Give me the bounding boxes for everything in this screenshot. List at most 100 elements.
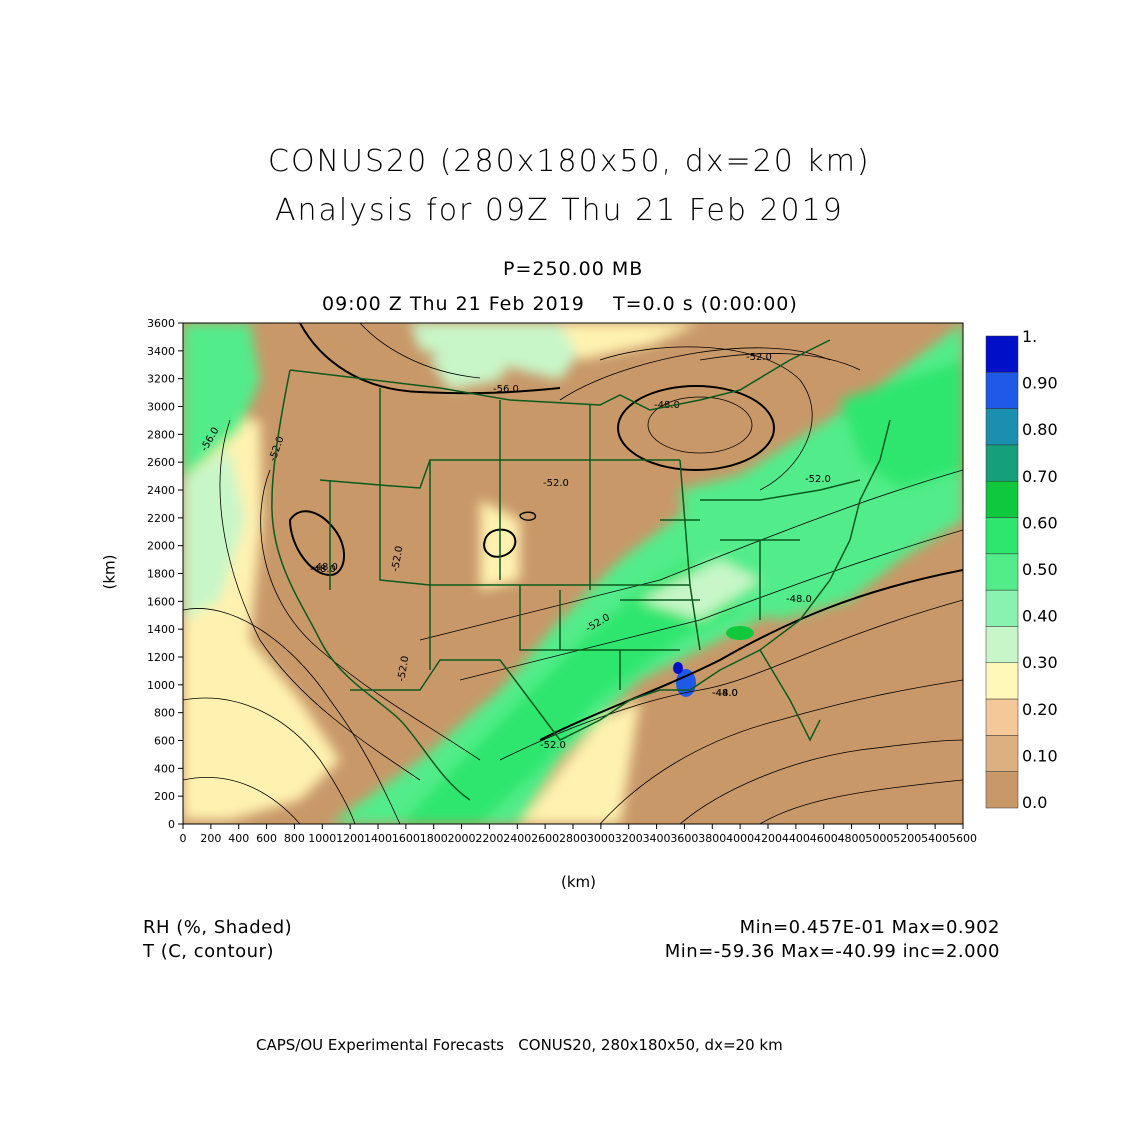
colorbar-label: 0.40 (1022, 607, 1058, 626)
contour-label: -52.0 (805, 474, 831, 485)
colorbar: 1. 0.90 0.80 0.70 0.60 0.50 0.40 0.30 0.20 0.10 0.… (985, 327, 1058, 812)
y-tick-label: 2000 (147, 540, 175, 553)
contour-label: -56.0 (493, 384, 519, 395)
colorbar-swatch (985, 444, 1019, 482)
x-tick-label: 1400 (364, 832, 392, 845)
y-tick-label: 3200 (147, 373, 175, 386)
contour-label: -52.0 (746, 352, 772, 363)
y-tick-label: 3600 (147, 317, 175, 330)
x-tick-label: 2000 (448, 832, 476, 845)
x-tick-label: 1600 (392, 832, 420, 845)
y-tick-label: 2400 (147, 484, 175, 497)
x-tick-label: 400 (228, 832, 249, 845)
x-tick-label: 4600 (810, 832, 838, 845)
x-tick-label: 3600 (670, 832, 698, 845)
rh-field-stats: Min=0.457E-01 Max=0.902 (739, 917, 1000, 938)
x-axis: 0 200 400 600 800 1000 1200 1400 1600 1800 2000 220… (180, 824, 977, 845)
y-axis: 0 200 400 600 800 1000 1200 1400 1600 1800 2000 220… (147, 317, 183, 831)
colorbar-label: 0.20 (1022, 700, 1058, 719)
rh-shading (183, 323, 963, 824)
x-tick-label: 1200 (336, 832, 364, 845)
contour-labels: -56.0 -52.0 -48.0 -52.0 -56.0 -52.0 -52.… (199, 352, 831, 751)
colorbar-label: 0.50 (1022, 560, 1058, 579)
temperature-contours (183, 323, 963, 824)
x-tick-label: 1800 (420, 832, 448, 845)
temperature-field-label: T (C, contour) (143, 941, 274, 962)
rh-field-label: RH (%, Shaded) (143, 917, 293, 938)
x-tick-label: 1000 (308, 832, 336, 845)
y-tick-label: 600 (154, 735, 175, 748)
x-tick-label: 5200 (893, 832, 921, 845)
y-tick-label: 0 (168, 818, 175, 831)
y-tick-label: 200 (154, 790, 175, 803)
y-tick-label: 3000 (147, 401, 175, 414)
y-tick-label: 1200 (147, 651, 175, 664)
colorbar-swatch (985, 771, 1019, 809)
title-line1: CONUS20 (280x180x50, dx=20 km) (268, 144, 871, 179)
x-tick-label: 3000 (587, 832, 615, 845)
colorbar-label: 0.10 (1022, 746, 1058, 765)
colorbar-swatch (985, 480, 1019, 518)
colorbar-swatch (985, 662, 1019, 700)
colorbar-label: 0.70 (1022, 467, 1058, 486)
colorbar-label: 0.60 (1022, 513, 1058, 532)
colorbar-swatch (985, 553, 1019, 591)
y-tick-label: 1800 (147, 568, 175, 581)
x-tick-label: 2400 (503, 832, 531, 845)
temperature-field-stats: Min=-59.36 Max=-40.99 inc=2.000 (664, 941, 1000, 962)
y-tick-label: 400 (154, 762, 175, 775)
political-borders (271, 339, 891, 801)
contour-label: -44.0 (712, 688, 738, 699)
colorbar-swatch (985, 408, 1019, 446)
contour-label: -52.0 (540, 740, 566, 751)
colorbar-swatch (985, 335, 1019, 373)
x-tick-label: 800 (284, 832, 305, 845)
colorbar-label: 0.90 (1022, 374, 1058, 393)
contour-label: -48.0 (312, 562, 338, 573)
y-tick-label: 2200 (147, 512, 175, 525)
x-tick-label: 5600 (949, 832, 977, 845)
y-tick-label: 2600 (147, 456, 175, 469)
x-tick-label: 5000 (865, 832, 893, 845)
valid-time: 09:00 Z Thu 21 Feb 2019 T=0.0 s (0:00:00… (322, 293, 798, 315)
credit-footer: CAPS/OU Experimental Forecasts CONUS20, … (256, 1036, 783, 1054)
x-tick-label: 4800 (838, 832, 866, 845)
title-line2: Analysis for 09Z Thu 21 Feb 2019 (275, 193, 844, 228)
y-tick-label: 800 (154, 707, 175, 720)
contour-label: -48.0 (310, 564, 336, 575)
contour-label: -52.0 (396, 655, 411, 682)
x-tick-label: 3400 (643, 832, 671, 845)
x-tick-label: 3200 (615, 832, 643, 845)
colorbar-label: 0.80 (1022, 420, 1058, 439)
x-tick-label: 4200 (754, 832, 782, 845)
colorbar-label: 0.0 (1022, 793, 1047, 812)
colorbar-swatch (985, 372, 1019, 409)
colorbar-swatch (985, 517, 1019, 555)
colorbar-swatch (985, 735, 1019, 772)
contour-label: -52.0 (390, 545, 405, 572)
x-tick-label: 2800 (559, 832, 587, 845)
contour-label: -48.0 (654, 400, 680, 411)
x-tick-label: 2600 (531, 832, 559, 845)
x-tick-label: 3800 (698, 832, 726, 845)
y-tick-label: 2800 (147, 428, 175, 441)
y-tick-label: 1400 (147, 623, 175, 636)
y-axis-label: (km) (100, 554, 119, 590)
y-tick-label: 3400 (147, 345, 175, 358)
contour-label: -52.0 (543, 478, 569, 489)
x-tick-label: 4400 (782, 832, 810, 845)
colorbar-swatch (985, 626, 1019, 664)
x-axis-label: (km) (561, 873, 597, 891)
colorbar-label: 0.30 (1022, 653, 1058, 672)
contour-label: -48.0 (712, 688, 738, 699)
colorbar-swatch (985, 589, 1019, 627)
x-tick-label: 600 (256, 832, 277, 845)
pressure-level: P=250.00 MB (503, 258, 644, 280)
x-tick-label: 5400 (921, 832, 949, 845)
x-tick-label: 2200 (475, 832, 503, 845)
colorbar-swatch (985, 698, 1019, 736)
x-tick-label: 200 (200, 832, 221, 845)
x-tick-label: 0 (180, 832, 187, 845)
contour-label: -48.0 (786, 594, 812, 605)
